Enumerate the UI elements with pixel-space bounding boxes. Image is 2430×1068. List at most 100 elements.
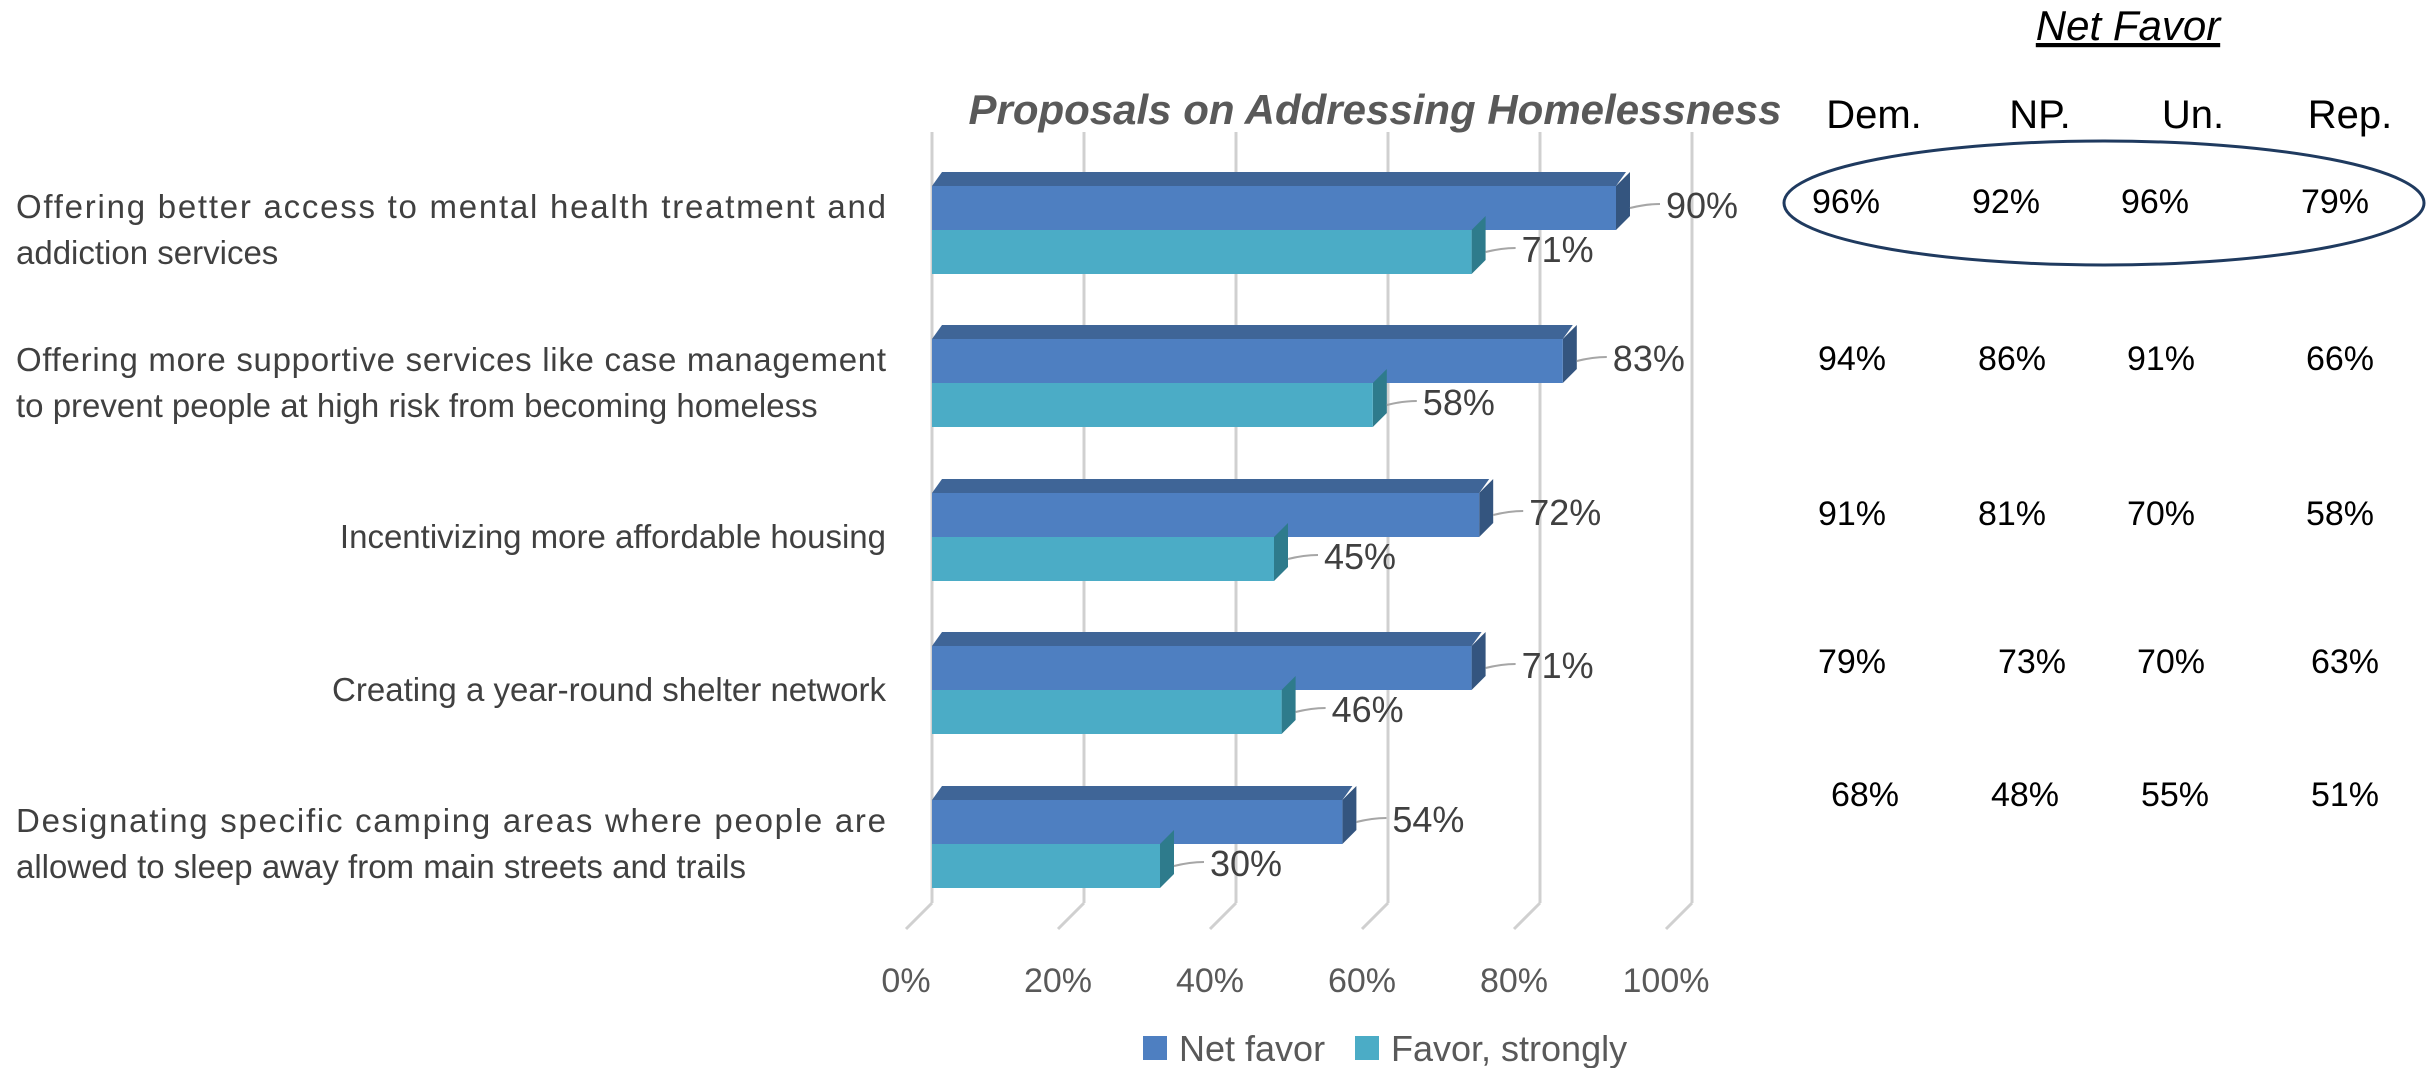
category-label: allowed to sleep away from main streets … bbox=[16, 848, 746, 885]
chart-title: Proposals on Addressing Homelessness bbox=[968, 86, 1781, 133]
bar-side bbox=[1160, 830, 1174, 888]
leader-line bbox=[1492, 510, 1524, 516]
category-labels: Offering better access to mental health … bbox=[16, 188, 886, 885]
legend: Net favor Favor, strongly bbox=[1143, 1028, 1627, 1068]
bar-top bbox=[932, 786, 1353, 800]
net-favor-value: 48% bbox=[1991, 776, 2059, 814]
category-label: to prevent people at high risk from beco… bbox=[16, 387, 818, 424]
net-favor-header: Un. bbox=[2162, 93, 2224, 137]
bar-side bbox=[1479, 479, 1494, 537]
leader-line bbox=[1485, 663, 1516, 669]
data-label: 54% bbox=[1392, 799, 1464, 840]
net-favor-table: Net Favor Dem. NP. Un. Rep. 96% 92% 96% 79% 94% 8… bbox=[1782, 2, 2426, 814]
bar-net-favor bbox=[932, 800, 1343, 844]
net-favor-value: 96% bbox=[2121, 183, 2189, 221]
net-favor-value: 92% bbox=[1972, 183, 2040, 221]
net-favor-value: 55% bbox=[2141, 776, 2209, 814]
net-favor-value: 91% bbox=[1818, 495, 1886, 533]
x-tick-label: 60% bbox=[1328, 962, 1396, 1000]
bar-top bbox=[932, 479, 1490, 493]
net-favor-value: 81% bbox=[1978, 495, 2046, 533]
bar-net-favor bbox=[932, 186, 1616, 230]
net-favor-value: 79% bbox=[1818, 643, 1886, 681]
category-label: Incentivizing more affordable housing bbox=[340, 518, 886, 555]
data-label: 58% bbox=[1423, 382, 1495, 423]
category-label: Offering better access to mental health … bbox=[16, 188, 886, 225]
bar-top bbox=[932, 632, 1482, 646]
leader-line bbox=[1295, 707, 1326, 713]
bars bbox=[932, 172, 1630, 888]
data-label: 72% bbox=[1529, 492, 1601, 533]
x-tick-label: 100% bbox=[1623, 962, 1710, 1000]
legend-label: Favor, strongly bbox=[1391, 1028, 1627, 1068]
data-label: 71% bbox=[1522, 229, 1594, 270]
gridline-floor bbox=[1512, 901, 1542, 931]
bar-favor-strongly bbox=[932, 537, 1274, 581]
net-favor-value: 96% bbox=[1812, 183, 1880, 221]
x-tick-label: 0% bbox=[881, 962, 930, 1000]
net-favor-value: 51% bbox=[2311, 776, 2379, 814]
data-label: 83% bbox=[1613, 338, 1685, 379]
gridline-floor bbox=[1360, 901, 1390, 931]
gridline-floor bbox=[904, 901, 934, 931]
net-favor-header: Rep. bbox=[2308, 93, 2393, 137]
bar-side bbox=[1471, 632, 1486, 690]
data-label: 90% bbox=[1666, 185, 1738, 226]
leader-line bbox=[1386, 400, 1417, 406]
x-tick-label: 20% bbox=[1024, 962, 1092, 1000]
bar-top bbox=[932, 325, 1573, 339]
bar-side bbox=[1562, 325, 1577, 383]
bar-top bbox=[932, 172, 1626, 186]
x-tick-label: 80% bbox=[1480, 962, 1548, 1000]
data-label: 30% bbox=[1210, 843, 1282, 884]
gridline-floor bbox=[1056, 901, 1086, 931]
leader-line bbox=[1287, 554, 1319, 560]
bar-side bbox=[1342, 786, 1357, 844]
x-axis-ticks: 0% 20% 40% 60% 80% 100% bbox=[881, 962, 1709, 1000]
data-label: 45% bbox=[1324, 536, 1396, 577]
bar-net-favor bbox=[932, 646, 1472, 690]
x-tick-label: 40% bbox=[1176, 962, 1244, 1000]
net-favor-value: 73% bbox=[1998, 643, 2066, 681]
legend-label: Net favor bbox=[1179, 1028, 1325, 1068]
bar-favor-strongly bbox=[932, 690, 1282, 734]
bar-side bbox=[1616, 172, 1630, 230]
bar-side bbox=[1274, 523, 1288, 581]
net-favor-header: Dem. bbox=[1826, 93, 1922, 137]
gridline-floor bbox=[1208, 901, 1238, 931]
bar-net-favor bbox=[932, 339, 1563, 383]
bar-net-favor bbox=[932, 493, 1480, 537]
leader-line bbox=[1356, 817, 1387, 823]
category-label: addiction services bbox=[16, 234, 278, 271]
leader-line bbox=[1485, 247, 1516, 253]
net-favor-value: 63% bbox=[2311, 643, 2379, 681]
legend-swatch bbox=[1143, 1036, 1167, 1060]
net-favor-value: 91% bbox=[2127, 340, 2195, 378]
net-favor-value: 94% bbox=[1818, 340, 1886, 378]
bar-favor-strongly bbox=[932, 230, 1472, 274]
leader-line bbox=[1629, 203, 1661, 209]
data-label: 46% bbox=[1332, 689, 1404, 730]
category-label: Designating specific camping areas where… bbox=[16, 802, 886, 839]
data-labels: 90% 83% 72% 71% 54% 71% 58% 45% 46% 30% bbox=[1173, 185, 1738, 884]
net-favor-value: 86% bbox=[1978, 340, 2046, 378]
leader-line bbox=[1173, 861, 1205, 867]
highlight-ellipse bbox=[1782, 139, 2426, 267]
category-label: Creating a year-round shelter network bbox=[332, 671, 886, 708]
bar-favor-strongly bbox=[932, 844, 1160, 888]
net-favor-value: 70% bbox=[2127, 495, 2195, 533]
category-label: Offering more supportive services like c… bbox=[16, 341, 886, 378]
leader-line bbox=[1576, 356, 1607, 362]
net-favor-value: 70% bbox=[2137, 643, 2205, 681]
bar-side bbox=[1471, 216, 1486, 274]
net-favor-value: 58% bbox=[2306, 495, 2374, 533]
data-label: 71% bbox=[1522, 645, 1594, 686]
gridline-floor bbox=[1664, 901, 1694, 931]
net-favor-header: NP. bbox=[2009, 93, 2071, 137]
net-favor-title: Net Favor bbox=[2036, 2, 2222, 49]
bar-side bbox=[1372, 369, 1387, 427]
net-favor-value: 79% bbox=[2301, 183, 2369, 221]
net-favor-value: 66% bbox=[2306, 340, 2374, 378]
legend-swatch bbox=[1355, 1036, 1379, 1060]
